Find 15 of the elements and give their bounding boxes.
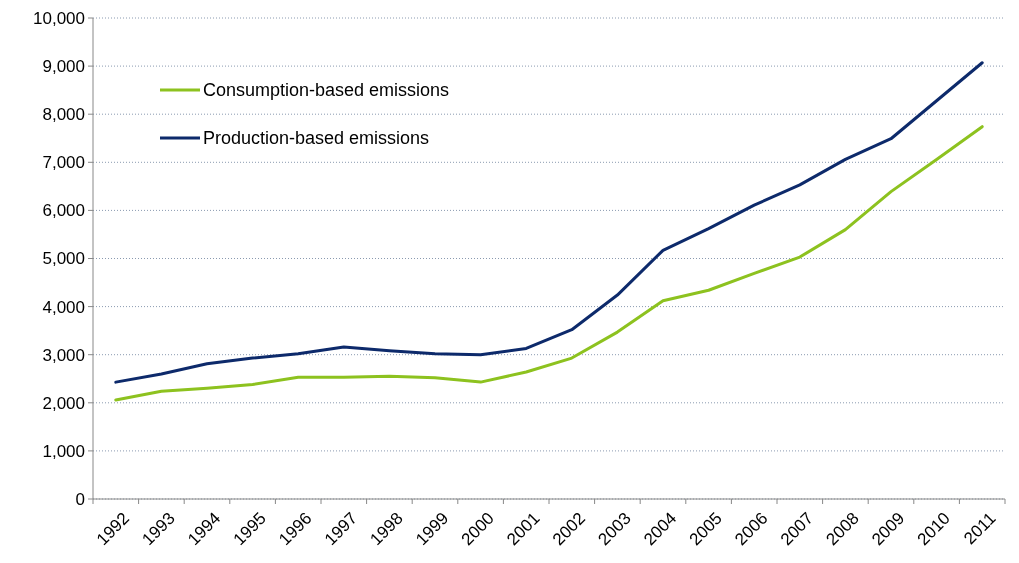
y-tick-label: 10,000 [33,8,85,28]
y-tick-label: 7,000 [42,153,85,173]
y-tick-label: 5,000 [42,249,85,269]
y-tick-label: 4,000 [42,297,85,317]
y-tick-label: 1,000 [42,441,85,461]
y-tick-label: 9,000 [42,57,85,77]
line-series [114,125,984,402]
y-tick-label: 6,000 [42,201,85,221]
legend-label: Consumption-based emissions [203,80,450,101]
line-series [114,61,984,384]
legend-label: Production-based emissions [203,128,430,149]
y-tick-label: 0 [75,489,85,509]
y-tick-label: 3,000 [42,345,85,365]
y-tick-label: 8,000 [42,105,85,125]
y-tick-label: 2,000 [42,393,85,413]
